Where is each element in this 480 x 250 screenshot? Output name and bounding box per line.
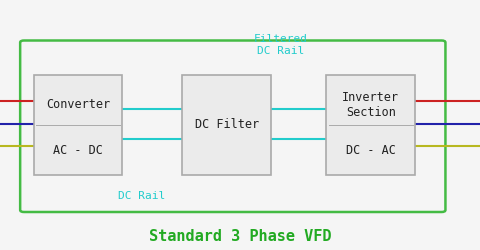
Text: DC Filter: DC Filter [195, 118, 259, 132]
Text: Converter: Converter [46, 98, 110, 112]
Text: AC - DC: AC - DC [53, 144, 103, 156]
Text: Filtered
DC Rail: Filtered DC Rail [254, 34, 308, 56]
Text: DC - AC: DC - AC [346, 144, 396, 156]
Text: Inverter
Section: Inverter Section [342, 91, 399, 119]
Text: Standard 3 Phase VFD: Standard 3 Phase VFD [149, 229, 331, 244]
FancyBboxPatch shape [182, 75, 271, 175]
Text: DC Rail: DC Rail [118, 191, 165, 201]
FancyBboxPatch shape [326, 75, 415, 175]
FancyBboxPatch shape [34, 75, 122, 175]
